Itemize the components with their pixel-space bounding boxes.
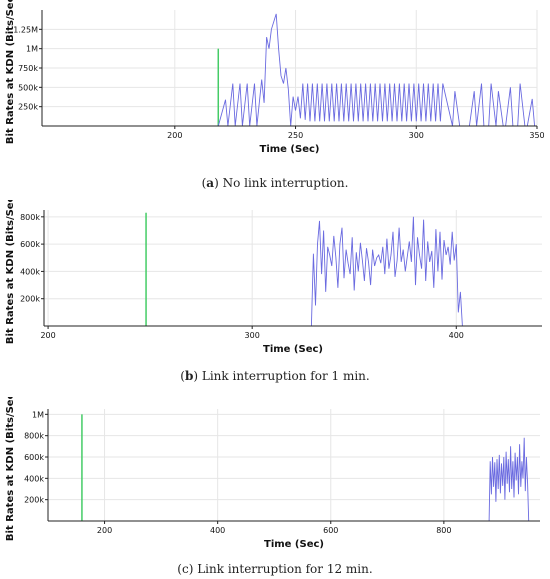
caption-c: (c) Link interruption for 12 min.	[0, 562, 550, 576]
y-tick-label: 400k	[24, 474, 44, 483]
x-tick-label: 800	[436, 526, 451, 535]
caption-b-text: Link interruption for 1 min.	[198, 369, 370, 383]
x-tick-label: 200	[40, 331, 55, 340]
caption-b-label: b	[184, 369, 194, 383]
x-tick-label: 350	[529, 131, 544, 140]
x-tick-label: 600	[323, 526, 338, 535]
x-tick-label: 200	[97, 526, 112, 535]
y-tick-label: 800k	[20, 213, 40, 222]
caption-a-text: No link interruption.	[218, 176, 349, 190]
series-line	[310, 216, 463, 327]
y-tick-label: 600k	[24, 453, 44, 462]
y-tick-label: 750k	[18, 64, 38, 73]
x-axis-label: Time (Sec)	[260, 144, 320, 155]
y-tick-label: 800k	[24, 432, 44, 441]
x-tick-label: 300	[245, 331, 260, 340]
y-axis-label: Bit Rates at KDN (Bits/Sec)	[5, 200, 16, 344]
x-tick-label: 300	[409, 131, 424, 140]
caption-a: (a) No link interruption.	[201, 176, 349, 190]
y-axis-label: Bit Rates at KDN (Bits/Sec)	[5, 397, 16, 541]
caption-b: (b) Link interruption for 1 min.	[180, 369, 370, 383]
y-tick-label: 500k	[18, 83, 38, 92]
y-tick-label: 400k	[20, 267, 40, 276]
y-tick-label: 1M	[26, 45, 38, 54]
x-axis-label: Time (Sec)	[263, 344, 323, 355]
series-line	[217, 13, 536, 127]
x-tick-label: 400	[449, 331, 464, 340]
chart-b-1min-interruption: 200 300 400 200k 400k 600k 800k Time (Sec) Bit R…	[5, 200, 542, 355]
x-axis-label: Time (Sec)	[264, 539, 324, 550]
y-tick-label: 250k	[18, 103, 38, 112]
chart-c-12min-interruption: 200 400 600 800 200k 400k 600k 800k 1M Time (Sec)…	[5, 397, 540, 550]
y-tick-label: 1M	[32, 410, 44, 419]
y-axis-label: Bit Rates at KDN (Bits/Sec)	[5, 0, 16, 144]
y-tick-label: 200k	[20, 295, 40, 304]
chart-a-no-interruption: 200 250 300 350 250k 500k 750k 1M 1.25M Time (Sec…	[5, 0, 545, 155]
y-tick-label: 1.25M	[13, 25, 38, 34]
y-tick-label: 200k	[24, 496, 44, 505]
series-line	[488, 437, 530, 522]
y-tick-label: 600k	[20, 240, 40, 249]
caption-a-label: a	[206, 176, 215, 190]
x-tick-label: 250	[288, 131, 303, 140]
x-tick-label: 200	[167, 131, 182, 140]
caption-c-text: (c) Link interruption for 12 min.	[177, 562, 373, 576]
x-tick-label: 400	[210, 526, 225, 535]
